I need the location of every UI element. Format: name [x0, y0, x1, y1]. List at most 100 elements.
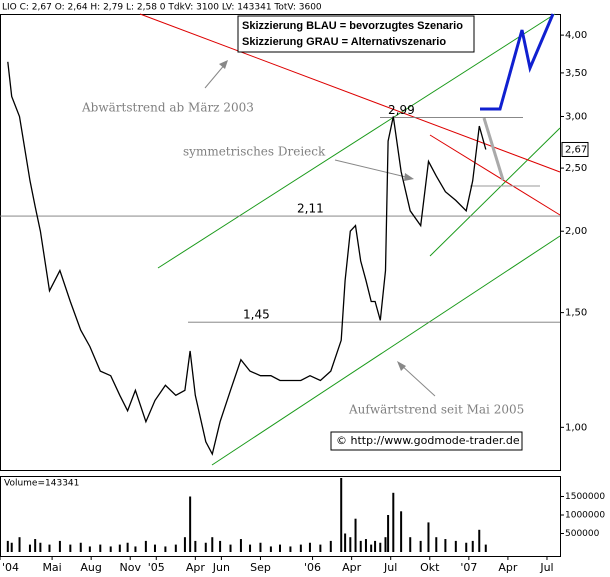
volume-bar	[279, 544, 281, 552]
volume-bar	[471, 540, 474, 552]
x-tick-label: Apr	[186, 561, 206, 574]
volume-bar	[344, 533, 347, 552]
volume-bar	[58, 540, 61, 552]
volume-bar	[354, 518, 357, 552]
y-tick-label: 1,00	[565, 422, 587, 433]
volume-bar	[349, 537, 352, 552]
volume-bar	[249, 544, 252, 552]
volume-bar	[39, 542, 42, 552]
volume-bar	[219, 540, 222, 552]
volume-bar	[435, 537, 438, 552]
volume-bar	[204, 542, 207, 552]
x-tick-label: Jul	[539, 561, 553, 574]
y-tick-label: 1000000	[565, 511, 605, 521]
volume-bar	[319, 544, 322, 552]
x-tick-label: Apr	[342, 561, 362, 574]
volume-bar	[18, 537, 21, 552]
header: LIO C: 2,67 O: 2,64 H: 2,79 L: 2,58 0 Td…	[2, 3, 322, 13]
volume-bar	[409, 537, 412, 552]
y-tick-label: 3,00	[565, 112, 587, 123]
volume-bar	[48, 544, 51, 552]
volume-bar	[118, 544, 121, 552]
volume-bar	[109, 546, 112, 552]
arrow-head	[404, 173, 414, 181]
volume-bar	[400, 511, 403, 552]
y-tick-label: 500000	[565, 529, 600, 539]
arrow-head	[397, 361, 406, 371]
x-tick-label: Jun	[212, 561, 230, 574]
volume-bar	[340, 478, 343, 552]
volume-title: Volume=143341	[4, 479, 79, 489]
volume-bar	[454, 540, 457, 552]
volume-bar	[269, 546, 272, 552]
volume-bar	[134, 546, 137, 552]
volume-bar	[229, 544, 232, 552]
x-tick-label: Okt	[420, 561, 440, 574]
x-tick-label: Aug	[80, 561, 101, 574]
legend-text: Skizzierung BLAU = bevorzugtes Szenario	[242, 20, 463, 32]
arrow	[204, 62, 227, 89]
arrow	[334, 159, 411, 179]
volume-bar	[126, 542, 129, 552]
volume-bar	[144, 540, 147, 552]
x-tick-label: Mai	[42, 561, 61, 574]
x-tick-label: Sep	[250, 561, 271, 574]
trend-line	[429, 127, 561, 257]
price-line	[7, 61, 487, 456]
volume-bar	[364, 539, 367, 552]
volume-bar	[392, 492, 395, 552]
legend-box	[237, 15, 475, 53]
volume-bar	[34, 539, 37, 552]
volume-bar	[88, 546, 91, 552]
volume-bar	[164, 546, 167, 552]
reference-label: 2,11	[297, 202, 324, 216]
volume-bar	[379, 542, 382, 552]
annotation: symmetrisches Dreieck	[183, 145, 326, 159]
x-tick-label: Jul	[383, 561, 397, 574]
trend-line	[157, 13, 556, 269]
volume-bar	[10, 542, 13, 552]
volume-bar	[384, 537, 387, 552]
volume-bar	[359, 540, 362, 552]
volume-bar	[239, 539, 242, 552]
arrow-head	[219, 60, 228, 69]
volume-bar	[374, 540, 377, 552]
volume-bar	[370, 544, 373, 552]
volume-bar	[189, 496, 192, 552]
grey-scenario	[482, 117, 505, 181]
x-tick-label: '04	[2, 561, 19, 574]
volume-bar	[484, 544, 487, 552]
reference-label: 2,99	[388, 103, 415, 117]
volume-bar	[444, 539, 447, 552]
trend-line	[139, 13, 561, 173]
volume-bar	[299, 544, 302, 552]
blue-scenario	[480, 13, 555, 111]
legend-text: Skizzierung GRAU = Alternativszenario	[242, 36, 446, 48]
price-panel	[0, 14, 561, 471]
y-tick-label: 2,50	[565, 163, 587, 174]
volume-bar	[6, 540, 9, 552]
volume-bar	[427, 522, 430, 552]
trend-line	[211, 235, 561, 466]
x-tick-label: '06	[304, 561, 321, 574]
credit-box	[330, 431, 523, 451]
volume-bar	[28, 544, 31, 552]
y-tick-label: 2,00	[565, 226, 587, 237]
trend-line	[429, 134, 561, 216]
y-tick-label: 3,50	[565, 68, 587, 79]
reference-label: 1,45	[243, 308, 270, 322]
x-tick-label: Nov	[119, 561, 141, 574]
y-tick-label: 1500000	[565, 492, 605, 502]
volume-bar	[194, 540, 197, 552]
volume-bar	[211, 537, 214, 552]
annotation: Aufwärtstrend seit Mai 2005	[348, 403, 524, 417]
last-price-label: 2,67	[565, 144, 587, 155]
annotation: Abwärtstrend ab März 2003	[81, 101, 254, 115]
volume-bar	[153, 544, 156, 552]
y-tick-label: 4,00	[565, 30, 587, 41]
volume-bar	[419, 540, 422, 552]
x-tick-label: '05	[148, 561, 165, 574]
volume-bar	[174, 544, 177, 552]
volume-bar	[478, 529, 481, 552]
